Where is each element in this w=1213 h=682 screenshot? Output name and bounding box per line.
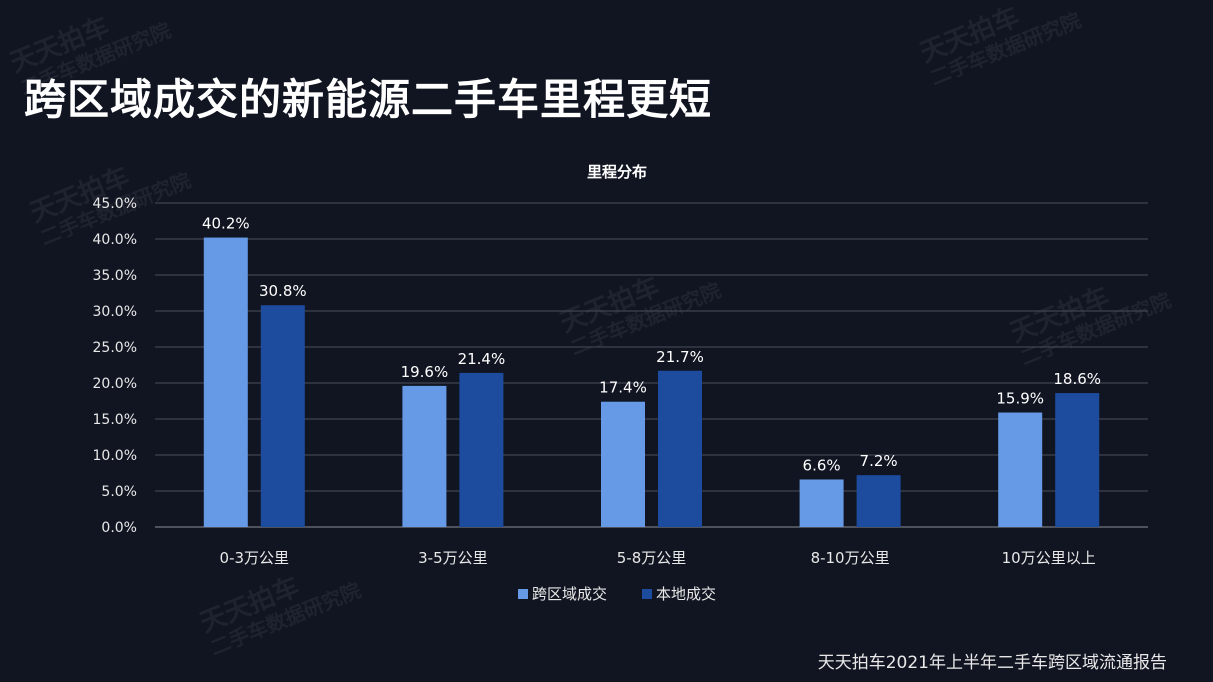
data-label: 7.2% <box>860 452 898 470</box>
legend-swatch <box>642 589 652 599</box>
y-tick-label: 20.0% <box>93 376 137 392</box>
y-tick-label: 40.0% <box>93 232 137 248</box>
x-tick-label: 0-3万公里 <box>220 549 290 567</box>
bar-cross-region <box>799 479 844 527</box>
data-label: 17.4% <box>599 379 647 397</box>
x-tick-label: 10万公里以上 <box>1002 549 1096 567</box>
data-label: 40.2% <box>202 215 250 233</box>
bar-local <box>260 305 305 527</box>
data-label: 21.4% <box>458 350 506 368</box>
bar-local <box>856 475 901 527</box>
page-title: 跨区域成交的新能源二手车里程更短 <box>24 75 713 124</box>
bar-local <box>1055 393 1100 527</box>
bar-local <box>658 370 702 527</box>
legend-swatch <box>518 589 528 599</box>
data-label: 21.7% <box>656 348 704 366</box>
bar-cross-region <box>601 401 645 527</box>
y-tick-label: 10.0% <box>93 448 137 464</box>
y-tick-label: 35.0% <box>93 268 137 284</box>
bar-cross-region <box>203 237 248 527</box>
data-label: 30.8% <box>259 282 307 300</box>
bar-cross-region <box>998 412 1043 527</box>
legend-label: 本地成交 <box>656 585 716 603</box>
x-tick-label: 8-10万公里 <box>811 549 890 567</box>
bar-local <box>459 372 504 527</box>
x-tick-label: 5-8万公里 <box>617 549 687 567</box>
y-tick-label: 15.0% <box>93 412 137 428</box>
y-tick-label: 25.0% <box>93 340 137 356</box>
bar-cross-region <box>402 385 447 527</box>
y-tick-label: 45.0% <box>93 196 137 212</box>
footer-source: 天天拍车2021年上半年二手车跨区域流通报告 <box>817 653 1167 673</box>
data-label: 6.6% <box>803 456 841 474</box>
y-tick-label: 0.0% <box>101 520 137 536</box>
y-tick-label: 5.0% <box>101 484 137 500</box>
x-tick-label: 3-5万公里 <box>418 549 488 567</box>
data-label: 19.6% <box>401 363 449 381</box>
chart-title: 里程分布 <box>587 163 647 181</box>
y-tick-label: 30.0% <box>93 304 137 320</box>
data-label: 15.9% <box>996 390 1044 408</box>
data-label: 18.6% <box>1053 370 1101 388</box>
legend-label: 跨区域成交 <box>532 585 607 603</box>
